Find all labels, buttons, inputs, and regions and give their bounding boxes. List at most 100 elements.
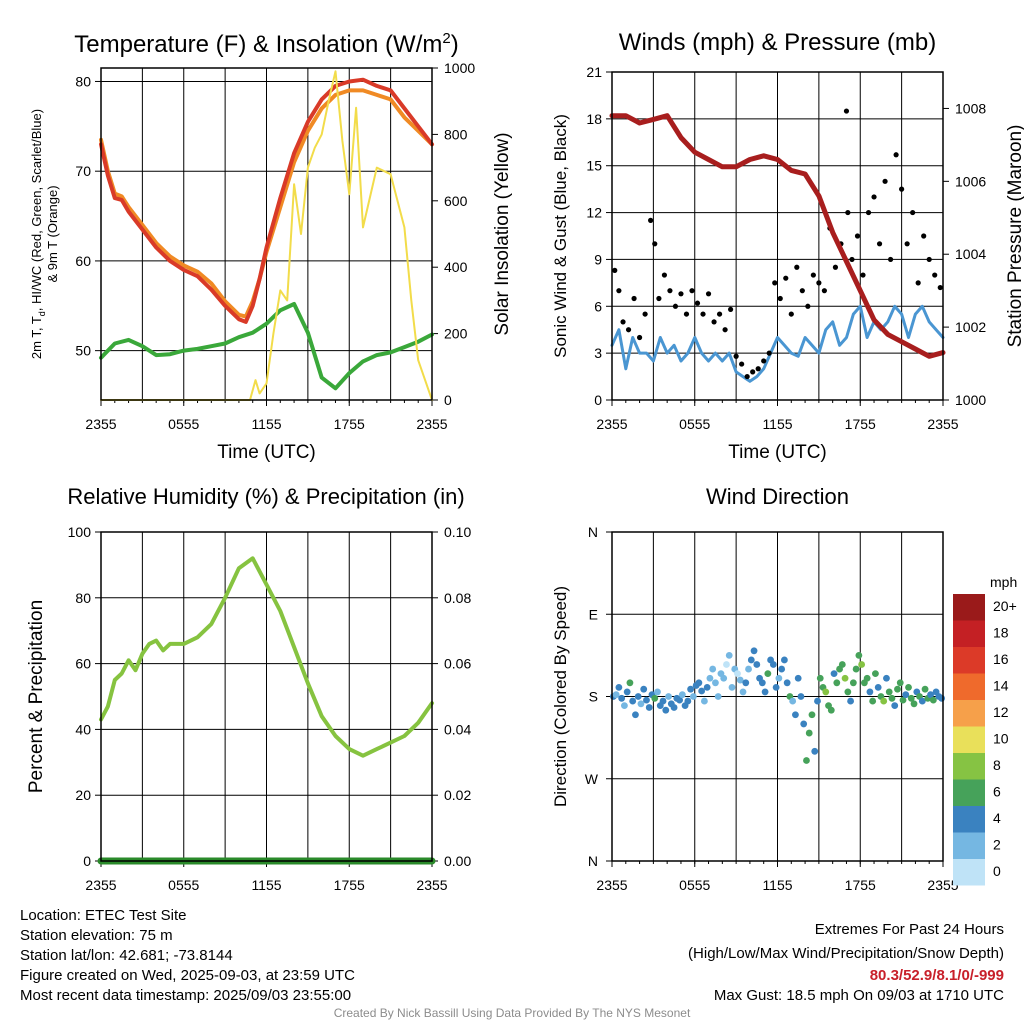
winds-gust-point	[616, 288, 622, 294]
legend-label: 10	[993, 731, 1009, 747]
legend-swatch	[953, 673, 985, 700]
wdir-point	[905, 683, 912, 691]
wdir-point	[637, 700, 645, 708]
winds-gust-point	[620, 319, 626, 325]
recent-data-text: Most recent data timestamp: 2025/09/03 2…	[20, 987, 352, 1004]
winds-gust-point	[612, 267, 618, 273]
legend-label: 18	[993, 625, 1009, 641]
winds-gust-point	[876, 241, 883, 247]
winds-gust-point	[744, 373, 750, 380]
rh-y2tick-label: 0.06	[444, 656, 471, 672]
winds-ylabel-right: Station Pressure (Maroon)	[1005, 125, 1024, 348]
wdir-point	[747, 656, 755, 664]
wdir-point	[888, 694, 896, 702]
temp-ylabel-part: 2m T, T	[29, 316, 44, 359]
wdir-point	[687, 685, 695, 693]
rh-xtick-label: 2355	[416, 877, 447, 893]
winds-xtick-label: 1755	[845, 416, 876, 432]
wdir-point	[938, 694, 946, 702]
temp-ytick-label: 80	[75, 73, 91, 89]
winds-gust-point	[788, 311, 794, 317]
legend-swatch	[953, 806, 985, 833]
max-gust-text: Max Gust: 18.5 mph On 09/03 at 1710 UTC	[713, 987, 1004, 1004]
legend-swatch	[953, 647, 985, 674]
winds-gust-point	[733, 353, 739, 359]
winds-gust-point	[652, 241, 658, 247]
winds-y2tick-label: 1004	[955, 246, 986, 262]
winds-gust-point	[845, 209, 851, 216]
wdir-point	[701, 697, 708, 705]
winds-gust-point	[683, 311, 690, 317]
winds-gust-point	[755, 366, 761, 372]
legend-swatch	[953, 779, 985, 806]
temp-ylabel-rest: , HI/WC (Red, Green, Scarlet/Blue)	[29, 109, 44, 311]
winds-ytick-label: 18	[586, 111, 602, 127]
wdir-point	[640, 685, 648, 693]
rh-xtick-label: 0555	[168, 877, 199, 893]
winds-gust-point	[716, 311, 723, 317]
legend-swatch	[953, 832, 985, 859]
winds-gust-point	[689, 288, 695, 294]
wdir-point	[739, 688, 747, 696]
winds-xtick-label: 2355	[927, 416, 958, 432]
wdir-point	[720, 674, 728, 682]
winds-gust-point	[777, 295, 783, 302]
wdir-point	[618, 694, 626, 702]
wdir-point	[918, 697, 926, 705]
elevation-text: Station elevation: 75 m	[20, 927, 173, 944]
wdir-point	[844, 688, 852, 696]
temp-ylabel-sub: d	[37, 311, 47, 316]
winds-gust-point	[667, 288, 673, 294]
legend-label: 0	[993, 863, 1001, 879]
temp-y2tick-label: 800	[444, 126, 468, 142]
rh-ytick-label: 100	[68, 524, 92, 540]
wdir-point	[852, 665, 860, 673]
winds-ytick-label: 0	[594, 392, 602, 408]
winds-gust-point	[821, 288, 827, 294]
winds-xtick-label: 1155	[762, 416, 792, 432]
wdir-point	[678, 691, 686, 699]
wdir-point	[712, 679, 719, 687]
wdir-point	[921, 685, 929, 693]
winds-gust-point	[860, 272, 866, 278]
legend-swatch	[953, 594, 985, 621]
wdir-point	[849, 679, 857, 687]
rh-xtick-label: 2355	[85, 877, 116, 893]
winds-y2tick-label: 1000	[955, 392, 986, 408]
wdir-point	[896, 679, 904, 687]
rh-ytick-label: 0	[83, 853, 91, 869]
wdir-point	[621, 702, 628, 710]
wdir-point	[775, 674, 783, 682]
wdir-point	[927, 691, 934, 699]
temp-title-sup: 2	[442, 30, 450, 47]
legend-label: 6	[993, 784, 1001, 800]
wdir-ytick-label: E	[589, 606, 598, 622]
legend-label: 12	[993, 704, 1009, 720]
winds-gust-point	[694, 300, 701, 306]
wdir-point	[872, 670, 879, 678]
rh-ylabel: Percent & Precipitation	[26, 600, 47, 793]
wdir-point	[833, 679, 841, 687]
wdir-frame	[611, 531, 944, 862]
wdir-point	[643, 696, 650, 704]
latlon-text: Station lat/lon: 42.681; -73.8144	[20, 947, 233, 964]
wdir-point	[626, 679, 634, 687]
temp-xlabel: Time (UTC)	[217, 442, 316, 463]
station-info: Location: ETEC Test Site Station elevati…	[20, 906, 355, 1006]
location-text: Location: ETEC Test Site	[20, 907, 187, 924]
wdir-point	[676, 696, 683, 704]
wdir-point	[814, 697, 821, 705]
rh-frame	[100, 531, 433, 862]
legend-label: 4	[993, 810, 1001, 826]
wdir-point	[623, 688, 631, 696]
legend-swatch	[953, 726, 985, 753]
rh-y2tick-label: 0.02	[444, 787, 471, 803]
wdir-point	[789, 697, 797, 705]
wdir-ytick-label: N	[588, 853, 598, 869]
temp-frame	[100, 67, 433, 401]
wdir-point	[866, 688, 874, 696]
winds-gust-point	[816, 280, 822, 286]
wdir-point	[863, 674, 871, 682]
wdir-point	[684, 697, 692, 705]
wdir-point	[894, 685, 901, 693]
